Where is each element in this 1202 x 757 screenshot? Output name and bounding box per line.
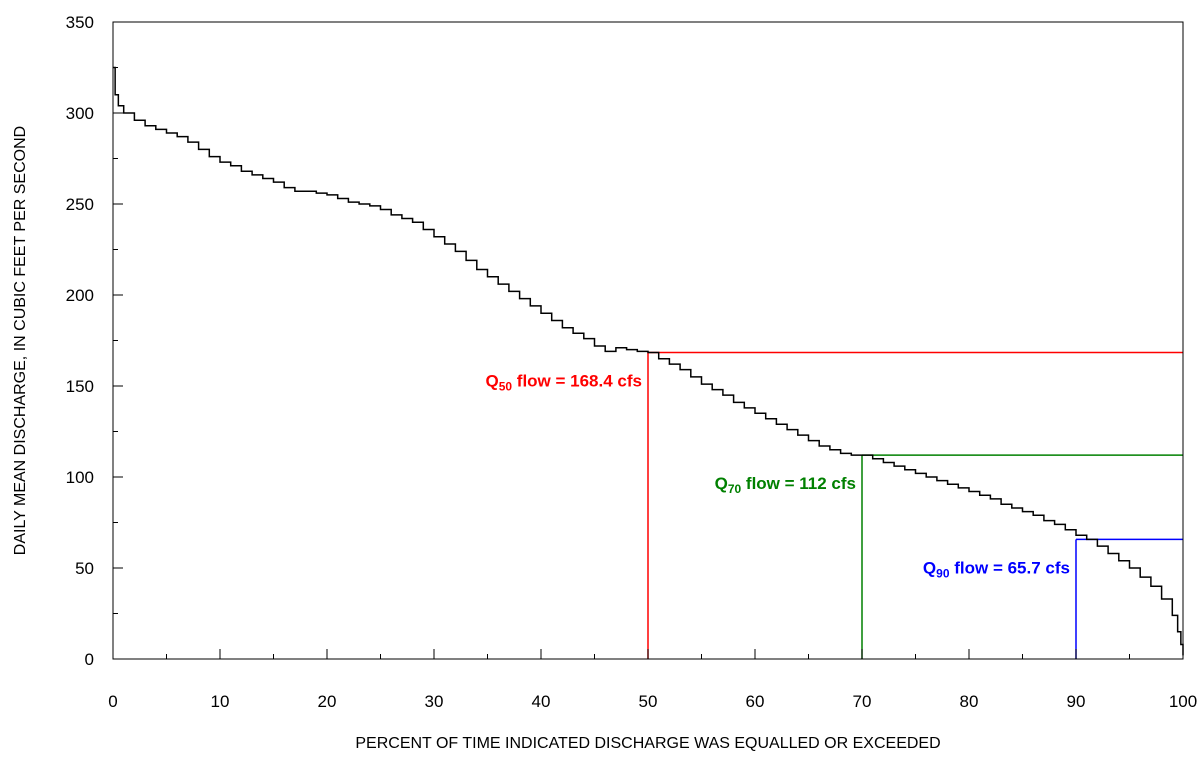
x-tick-label: 100: [1169, 692, 1197, 711]
x-tick-label: 10: [211, 692, 230, 711]
x-tick-label: 20: [318, 692, 337, 711]
x-tick-label: 80: [960, 692, 979, 711]
annotation-label: Q70 flow = 112 cfs: [715, 474, 856, 496]
x-tick-label: 90: [1067, 692, 1086, 711]
x-tick-label: 30: [425, 692, 444, 711]
y-axis-title: DAILY MEAN DISCHARGE, IN CUBIC FEET PER …: [12, 126, 29, 555]
x-tick-label: 50: [639, 692, 658, 711]
x-tick-label: 70: [853, 692, 872, 711]
y-tick-label: 300: [66, 104, 94, 123]
x-axis-title: PERCENT OF TIME INDICATED DISCHARGE WAS …: [355, 735, 940, 752]
x-tick-label: 60: [746, 692, 765, 711]
y-tick-label: 250: [66, 195, 94, 214]
annotation-lines: [647, 351, 1183, 659]
y-tick-label: 350: [66, 13, 94, 32]
y-tick-label: 150: [66, 377, 94, 396]
y-tick-label: 200: [66, 286, 94, 305]
x-tick-label: 40: [532, 692, 551, 711]
annotation-labels: Q50 flow = 168.4 cfs Q70 flow = 112 cfs Q9…: [485, 372, 1070, 581]
x-axis: 0 10 20 30 40 50 60 70 80 90 100: [108, 649, 1197, 711]
x-tick-label: 0: [108, 692, 117, 711]
annotation-label: Q50 flow = 168.4 cfs: [485, 372, 642, 394]
annotation-label: Q90 flow = 65.7 cfs: [923, 558, 1070, 580]
y-tick-label: 100: [66, 468, 94, 487]
y-tick-label: 50: [75, 559, 94, 578]
y-tick-label: 0: [85, 650, 94, 669]
series-line-discharge: [113, 66, 1184, 656]
y-axis: 0 50 100 150 200 250 300 350: [66, 13, 123, 669]
